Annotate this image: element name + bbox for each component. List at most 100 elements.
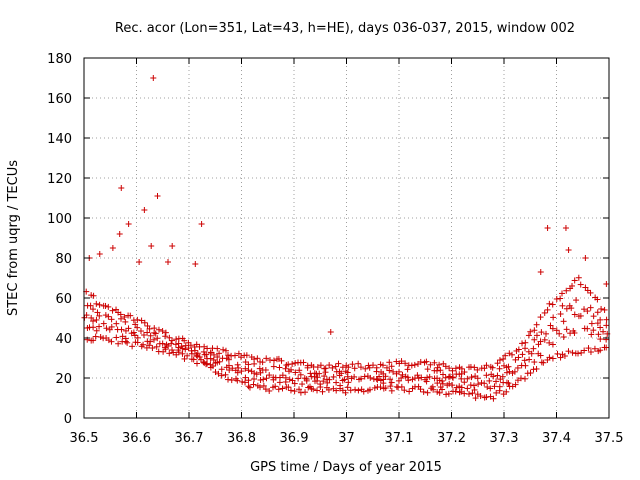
data-point	[83, 312, 90, 319]
data-point	[262, 386, 269, 393]
data-point	[207, 355, 214, 362]
data-point	[373, 364, 380, 371]
data-point	[549, 341, 556, 348]
data-point	[533, 321, 540, 328]
data-point	[571, 311, 578, 318]
data-point	[423, 358, 430, 365]
data-point	[533, 365, 540, 372]
data-point	[344, 384, 351, 391]
data-point	[559, 302, 566, 309]
data-point	[342, 389, 349, 396]
data-point	[471, 382, 478, 389]
data-point	[603, 281, 610, 287]
data-point	[467, 382, 474, 389]
data-point	[179, 350, 186, 357]
data-point	[173, 351, 180, 358]
data-point	[235, 364, 242, 371]
data-point	[320, 378, 327, 385]
data-point	[443, 391, 450, 398]
data-point	[380, 376, 387, 383]
data-point	[291, 380, 298, 387]
data-point	[595, 331, 602, 338]
data-point	[90, 318, 97, 325]
data-point	[144, 329, 151, 336]
data-point	[100, 320, 107, 327]
data-point	[468, 374, 475, 381]
data-point	[337, 382, 344, 389]
data-point	[371, 384, 378, 391]
y-tick-label: 0	[64, 412, 72, 427]
data-point	[527, 328, 534, 335]
data-point	[573, 297, 580, 304]
data-point	[466, 391, 473, 398]
data-point	[184, 352, 191, 359]
data-point	[155, 326, 162, 333]
data-point	[587, 349, 594, 356]
data-point	[505, 363, 512, 370]
data-point	[218, 372, 225, 379]
data-point	[442, 363, 449, 370]
data-point	[297, 389, 304, 396]
data-point	[401, 387, 408, 394]
data-point	[272, 383, 279, 390]
data-point	[333, 387, 340, 394]
data-point	[531, 327, 538, 334]
data-point	[250, 381, 257, 388]
data-point	[505, 380, 512, 387]
x-axis-ticks: 36.5 36.6 36.7 36.8 36.9 37 37.1 37.2 37.3 37.4 37…	[70, 58, 624, 446]
data-point	[408, 362, 415, 369]
data-point	[355, 360, 362, 367]
data-point	[105, 303, 112, 310]
data-point	[500, 362, 507, 369]
data-point	[194, 350, 201, 357]
data-point	[489, 364, 496, 371]
data-point	[235, 350, 242, 357]
data-point	[316, 370, 323, 377]
data-point	[345, 364, 352, 371]
y-tick-label: 40	[55, 332, 72, 347]
data-point	[439, 377, 446, 384]
data-point	[415, 375, 422, 382]
x-tick-label: 37.5	[595, 431, 624, 446]
data-point	[366, 364, 373, 371]
data-point	[105, 313, 112, 320]
data-point	[366, 386, 373, 393]
data-point	[292, 369, 299, 376]
data-point	[560, 318, 567, 325]
data-point	[124, 339, 131, 346]
data-point	[259, 359, 266, 366]
data-point	[214, 345, 221, 352]
data-point	[519, 340, 526, 347]
data-point	[398, 383, 405, 390]
data-point	[399, 371, 406, 378]
data-point	[494, 360, 501, 367]
y-tick-label: 140	[47, 132, 72, 147]
data-point	[549, 301, 556, 308]
data-point	[404, 374, 411, 381]
data-point	[330, 373, 337, 380]
data-point	[445, 390, 452, 397]
data-point	[352, 386, 359, 393]
data-point	[471, 386, 478, 393]
data-point	[484, 383, 491, 390]
data-point	[569, 282, 576, 289]
data-point	[404, 366, 411, 373]
data-point	[493, 378, 500, 385]
data-point	[96, 312, 103, 319]
data-point	[172, 341, 179, 348]
data-point	[458, 388, 465, 395]
data-point	[297, 371, 304, 378]
data-point	[458, 375, 465, 382]
y-axis-ticks: 0 20 40 60 80 100 120 140 160 180	[47, 52, 609, 427]
data-point	[531, 359, 538, 366]
data-point	[597, 324, 604, 331]
data-point	[211, 351, 218, 358]
chart-title: Rec. acor (Lon=351, Lat=43, h=HE), days …	[115, 21, 575, 36]
data-point	[333, 379, 340, 386]
data-point	[127, 312, 134, 319]
data-point	[299, 381, 306, 388]
data-point	[590, 313, 597, 320]
data-point	[581, 347, 588, 354]
data-point	[90, 337, 97, 344]
data-point	[278, 357, 285, 364]
